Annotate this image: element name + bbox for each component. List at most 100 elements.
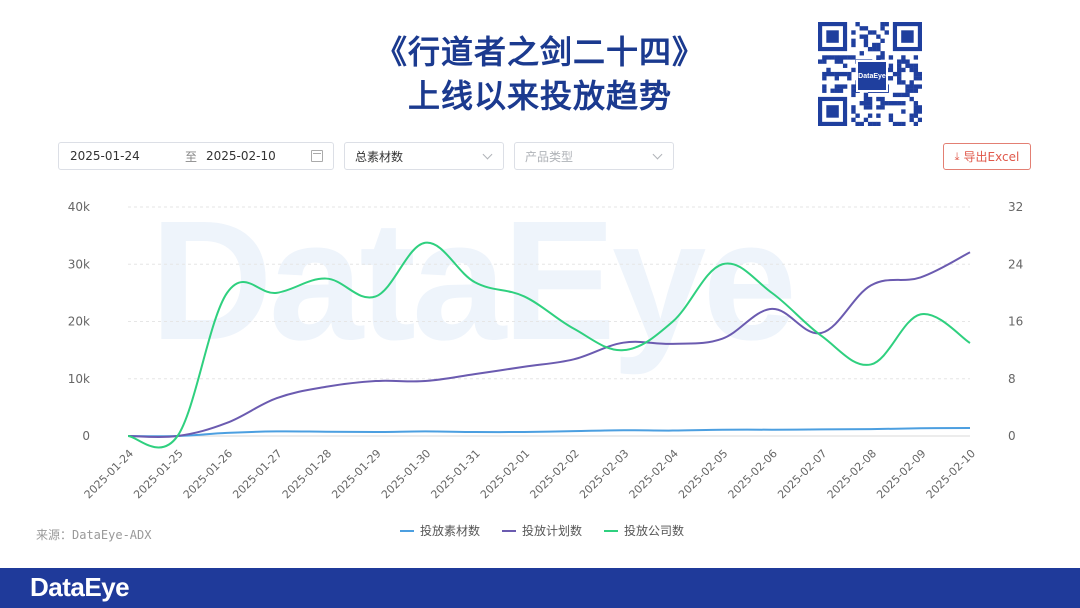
x-tick-label: 2025-01-24	[82, 447, 136, 501]
qr-module	[851, 92, 856, 98]
qr-module	[888, 101, 894, 106]
qr-module	[897, 71, 902, 77]
qr-module	[880, 105, 885, 110]
qr-module	[867, 30, 873, 35]
qr-module	[905, 84, 910, 89]
qr-module	[905, 88, 910, 93]
qr-module	[913, 76, 919, 81]
qr-module	[818, 59, 823, 64]
qr-module	[909, 113, 914, 118]
qr-module	[851, 42, 856, 48]
date-end[interactable]: 2025-02-10	[206, 149, 276, 163]
qr-module	[867, 96, 873, 102]
calendar-icon[interactable]	[311, 150, 323, 162]
qr-module	[913, 55, 919, 60]
x-tick-label: 2025-01-31	[428, 447, 482, 501]
qr-module	[897, 101, 902, 106]
qr-module	[909, 88, 914, 93]
qr-module	[909, 63, 914, 68]
qr-module	[913, 71, 919, 77]
x-tick-label: 2025-01-29	[329, 447, 383, 501]
qr-module	[892, 71, 898, 77]
qr-module	[913, 67, 919, 73]
qr-module	[872, 42, 877, 48]
qr-module	[822, 55, 827, 60]
qr-module	[913, 109, 919, 114]
qr-module	[842, 63, 848, 68]
qr-module	[842, 55, 848, 60]
qr-module	[863, 92, 869, 98]
qr-module	[897, 63, 902, 68]
qr-module	[909, 80, 914, 85]
qr-module	[867, 121, 873, 127]
qr-module	[913, 113, 919, 118]
footer-logo: DataEye	[30, 572, 130, 602]
qr-module	[909, 84, 914, 89]
qr-module	[867, 105, 873, 110]
qr-module	[901, 92, 906, 98]
qr-module	[892, 101, 898, 106]
x-tick-label: 2025-01-25	[131, 447, 185, 501]
y-right-tick-label: 24	[1008, 257, 1023, 271]
qr-module	[880, 101, 885, 106]
qr-module	[880, 55, 885, 60]
qr-module	[863, 101, 869, 106]
legend-label-1: 投放素材数	[420, 523, 480, 538]
qr-logo: DataEye	[856, 60, 888, 92]
qr-module	[822, 84, 827, 89]
date-range-picker[interactable]: 2025-01-24 至 2025-02-10	[58, 142, 334, 170]
qr-module	[897, 59, 902, 64]
qr-module	[847, 76, 852, 81]
series-line-2	[127, 251, 971, 439]
qr-module	[872, 30, 877, 35]
qr-module	[867, 46, 873, 52]
y-right-tick-label: 32	[1008, 200, 1023, 214]
qr-module	[859, 51, 864, 56]
metric-select-value: 总素材数	[355, 149, 404, 164]
qr-module	[913, 88, 919, 93]
date-separator: 至	[185, 149, 198, 164]
qr-module	[905, 92, 910, 98]
qr-module	[847, 55, 852, 60]
qr-module	[834, 55, 839, 60]
qr-module	[876, 34, 881, 39]
qr-module	[905, 63, 910, 68]
y-left-tick-label: 20k	[68, 315, 90, 329]
qr-module	[880, 51, 885, 56]
qr-module	[834, 84, 839, 89]
qr-module	[826, 55, 831, 60]
qr-module	[913, 101, 919, 106]
qr-code: DataEye	[818, 22, 923, 127]
qr-module	[822, 71, 827, 77]
qr-module	[897, 76, 902, 81]
qr-module	[834, 71, 839, 77]
y-left-tick-label: 30k	[68, 257, 90, 271]
x-tick-label: 2025-02-04	[627, 447, 681, 501]
qr-module	[859, 26, 864, 31]
qr-module	[909, 96, 914, 102]
qr-module	[859, 101, 864, 106]
date-start[interactable]: 2025-01-24	[70, 149, 140, 163]
x-tick-label: 2025-02-02	[527, 447, 581, 501]
export-excel-button[interactable]: ⤓ 导出Excel	[943, 143, 1031, 170]
qr-module	[842, 84, 848, 89]
series-line-3	[127, 241, 971, 449]
qr-module	[913, 84, 919, 89]
qr-module	[880, 38, 885, 43]
footer-bar: DataEye	[0, 568, 1080, 608]
qr-module	[863, 105, 869, 110]
title-line-2: 上线以来投放趋势	[407, 77, 672, 115]
qr-module	[892, 121, 898, 127]
qr-module	[876, 96, 881, 102]
qr-module	[847, 71, 852, 77]
trend-chart: 010k20k30k40k081624322025-01-242025-01-2…	[68, 200, 1024, 538]
product-type-select[interactable]: 产品类型	[514, 142, 674, 170]
qr-module	[901, 109, 906, 114]
metric-select[interactable]: 总素材数	[344, 142, 504, 170]
qr-module	[838, 84, 844, 89]
qr-module	[888, 55, 894, 60]
qr-module	[872, 46, 877, 52]
y-left-tick-label: 40k	[68, 200, 90, 214]
qr-module	[834, 76, 839, 81]
qr-module	[851, 109, 856, 114]
